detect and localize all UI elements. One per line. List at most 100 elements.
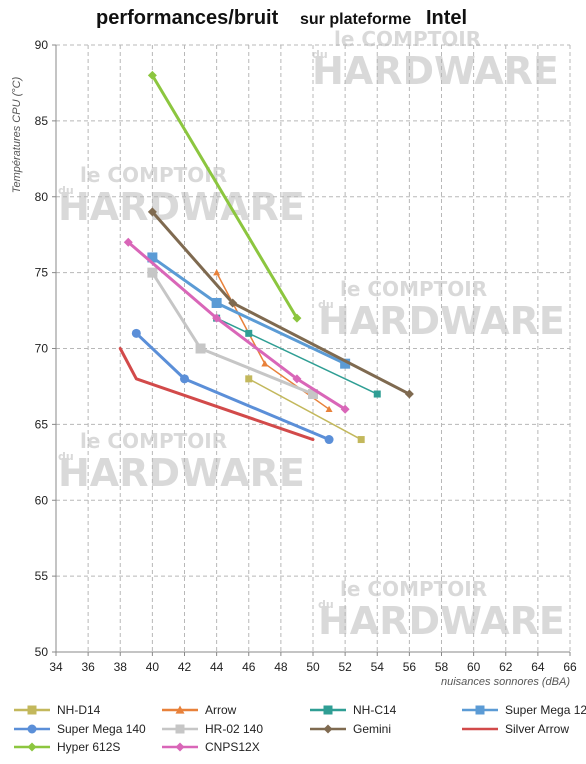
data-point	[175, 705, 185, 714]
x-tick-label: 52	[338, 660, 352, 674]
legend-label: Silver Arrow	[505, 722, 569, 736]
watermark-line-1: le COMPTOIR	[80, 163, 227, 187]
y-tick-label: 75	[35, 266, 49, 280]
data-point	[213, 269, 221, 276]
y-axis-label: Températures CPU (°C)	[11, 76, 23, 193]
series-layer	[118, 70, 414, 445]
legend-label: CNPS12X	[205, 740, 260, 754]
x-tick-label: 46	[242, 660, 256, 674]
watermark-line-1: le COMPTOIR	[334, 27, 481, 51]
data-point	[27, 742, 37, 752]
legend-item: NH-C14	[310, 703, 397, 717]
data-point	[175, 742, 185, 752]
data-point	[27, 724, 37, 734]
data-point	[325, 405, 333, 412]
data-point	[180, 374, 189, 384]
legend-item: Hyper 612S	[14, 740, 120, 754]
title-emph-text: Intel	[426, 7, 467, 29]
data-point	[123, 237, 133, 247]
y-tick-label: 55	[35, 569, 49, 583]
series-nh-d14	[245, 375, 365, 444]
legend-item: Super Mega 140	[14, 722, 146, 736]
data-point	[292, 374, 302, 384]
watermark-line-2: du	[312, 48, 328, 61]
x-tick-label: 54	[371, 660, 385, 674]
watermark-line-1: le COMPTOIR	[340, 277, 487, 301]
x-tick-label: 36	[81, 660, 95, 674]
chart-title: performances/bruit sur plateforme Intel	[96, 7, 467, 29]
x-tick-label: 48	[274, 660, 288, 674]
series-line	[126, 240, 347, 411]
watermark-line-2: du	[318, 598, 334, 611]
data-point	[475, 705, 485, 715]
x-tick-label: 42	[178, 660, 192, 674]
x-tick-label: 34	[49, 660, 63, 674]
data-point	[147, 207, 157, 217]
watermark-line-3: HARDWARE	[58, 451, 305, 495]
data-point	[323, 705, 333, 715]
subtitle-text: sur plateforme	[300, 11, 411, 28]
legend-label: Arrow	[205, 703, 237, 717]
data-point	[373, 390, 381, 398]
series-line	[118, 347, 315, 442]
series-super-mega-140	[131, 328, 334, 445]
x-axis-label: nuisances sonnores (dBA)	[441, 676, 570, 688]
data-point	[228, 298, 238, 308]
x-tick-label: 56	[403, 660, 417, 674]
legend-label: NH-D14	[57, 703, 101, 717]
x-tick-label: 66	[563, 660, 577, 674]
data-point	[131, 328, 141, 338]
legend: NH-D14 Arrow NH-C14 Super Mega 120 Super Meg…	[14, 703, 586, 754]
series-super-mega-120	[147, 252, 351, 369]
series-hr-02-140	[147, 267, 318, 400]
series-cnps12x	[123, 237, 350, 414]
legend-item: HR-02 140	[162, 722, 263, 736]
y-tick-label: 50	[35, 645, 49, 659]
watermark-line-2: du	[318, 298, 334, 311]
data-point	[195, 343, 206, 354]
legend-item: Arrow	[162, 703, 237, 717]
data-point	[212, 313, 222, 323]
y-tick-label: 70	[35, 342, 49, 356]
legend-label: Super Mega 120	[505, 703, 586, 717]
watermark-line-3: HARDWARE	[312, 49, 559, 93]
x-tick-label: 64	[531, 660, 545, 674]
watermark-line-1: le COMPTOIR	[80, 429, 227, 453]
legend-label: HR-02 140	[205, 722, 263, 736]
y-tick-label: 80	[35, 190, 49, 204]
data-point	[147, 267, 158, 278]
x-tick-label: 60	[467, 660, 481, 674]
watermark-line-2: du	[58, 450, 74, 463]
legend-label: NH-C14	[353, 703, 397, 717]
data-point	[323, 724, 333, 734]
series-hyper-612s	[147, 70, 302, 323]
x-tick-label: 62	[499, 660, 513, 674]
x-tick-label: 58	[435, 660, 449, 674]
data-point	[340, 404, 350, 414]
series-gemini	[147, 207, 414, 399]
x-tick-label: 38	[114, 660, 128, 674]
legend-item: Silver Arrow	[462, 722, 569, 736]
legend-item: CNPS12X	[162, 740, 260, 754]
x-tick-label: 44	[210, 660, 224, 674]
x-tick-label: 50	[306, 660, 320, 674]
legend-label: Super Mega 140	[57, 722, 146, 736]
series-line	[134, 331, 331, 442]
series-silver-arrow	[118, 347, 315, 442]
watermark-line-3: HARDWARE	[58, 185, 305, 229]
series-line	[150, 73, 299, 320]
data-point	[261, 360, 269, 367]
data-point	[292, 313, 302, 323]
axes	[52, 44, 571, 656]
data-point	[211, 297, 222, 308]
x-tick-label: 40	[146, 660, 160, 674]
y-tick-label: 85	[35, 114, 49, 128]
data-point	[27, 705, 37, 715]
legend-item: Super Mega 120	[462, 703, 586, 717]
legend-item: NH-D14	[14, 703, 101, 717]
data-point	[324, 435, 334, 445]
legend-label: Hyper 612S	[57, 740, 120, 754]
